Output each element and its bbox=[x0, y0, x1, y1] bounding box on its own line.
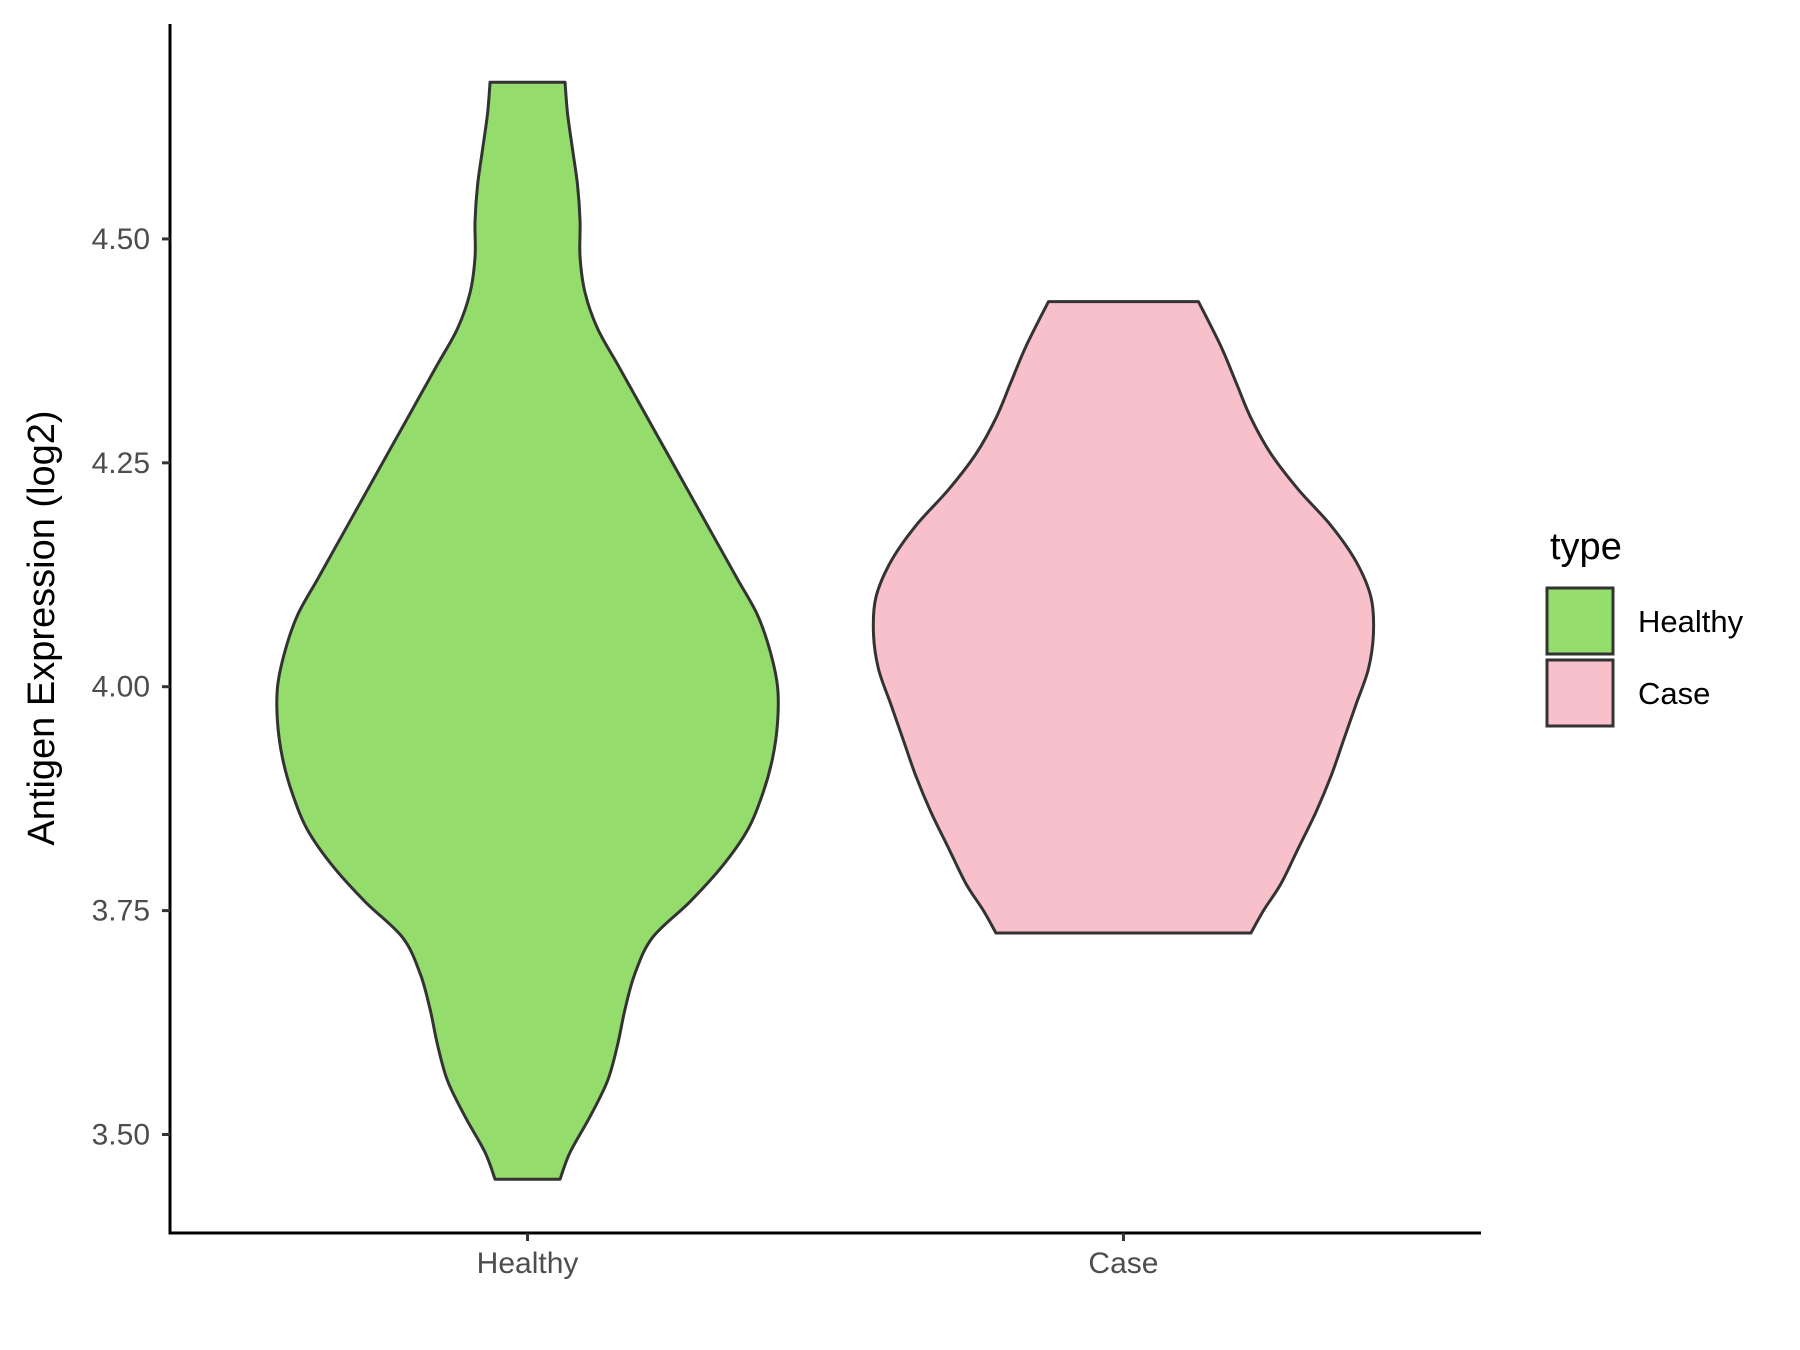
y-tick-label: 4.25 bbox=[92, 447, 150, 480]
x-tick-label-case: Case bbox=[1088, 1247, 1158, 1280]
y-tick-label: 4.00 bbox=[92, 671, 150, 704]
legend-title: type bbox=[1550, 526, 1622, 568]
x-tick-group: Healthy Case bbox=[477, 1233, 1158, 1280]
y-tick-label: 4.50 bbox=[92, 223, 150, 256]
violin-healthy bbox=[275, 80, 780, 1181]
legend-label-case: Case bbox=[1638, 676, 1710, 711]
y-tick-label: 3.75 bbox=[92, 895, 150, 928]
y-axis-title: Antigen Expression (log2) bbox=[21, 410, 63, 845]
legend: type Healthy Case bbox=[1545, 526, 1744, 728]
legend-key-healthy bbox=[1545, 586, 1615, 656]
violin-case bbox=[871, 300, 1376, 935]
legend-entries: Healthy Case bbox=[1545, 586, 1744, 728]
legend-label-healthy: Healthy bbox=[1638, 604, 1744, 639]
violin-layer bbox=[275, 80, 1376, 1181]
legend-key-case bbox=[1545, 658, 1615, 728]
y-tick-group: 3.50 3.75 4.00 4.25 4.50 bbox=[92, 223, 170, 1151]
y-tick-label: 3.50 bbox=[92, 1118, 150, 1151]
x-tick-label-healthy: Healthy bbox=[477, 1247, 579, 1280]
